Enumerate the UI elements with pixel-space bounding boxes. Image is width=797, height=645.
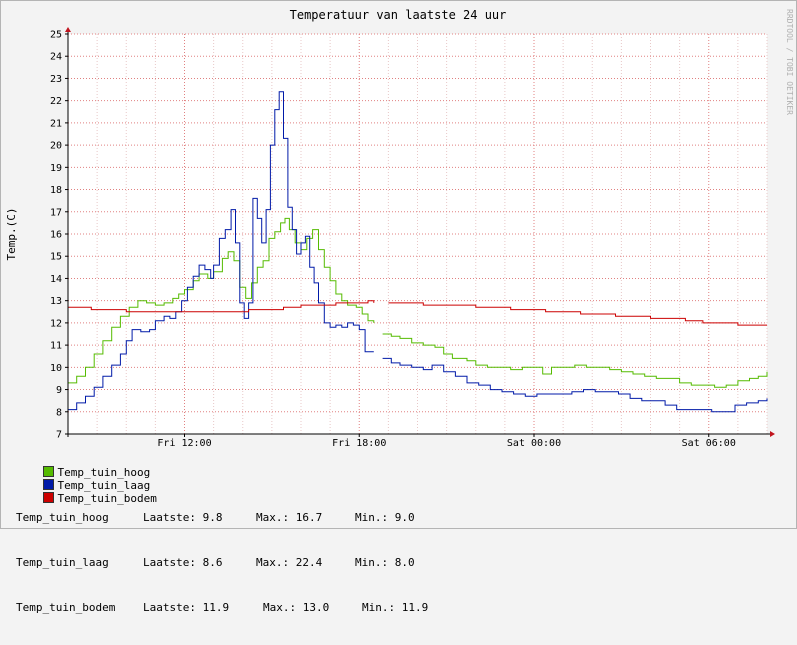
y-tick-label: 11: [50, 341, 62, 352]
stats-row-hoog: Temp_tuin_hoog Laatste: 9.8 Max.: 16.7 Min.…: [16, 510, 428, 525]
stat-name: Temp_tuin_hoog: [16, 511, 109, 524]
stat-name: Temp_tuin_bodem: [16, 601, 116, 614]
y-tick-label: 23: [50, 74, 62, 85]
y-tick-label: 18: [50, 185, 62, 196]
y-tick-label: 8: [56, 407, 62, 418]
series-line-Temp_tuin_hoog: [382, 333, 768, 388]
stat-max: Max.: 22.4: [256, 556, 323, 569]
y-tick-label: 20: [50, 141, 62, 152]
legend-swatch-hoog: [42, 466, 54, 477]
y-tick-label: 15: [50, 252, 62, 263]
y-tick-label: 19: [50, 163, 62, 174]
stats-row-laag: Temp_tuin_laag Laatste: 8.6 Max.: 22.4 Min.…: [16, 555, 428, 570]
legend-label: Temp_tuin_bodem: [57, 492, 157, 505]
legend: Temp_tuin_hoog Temp_tuin_laag Temp_tuin_…: [16, 453, 167, 518]
stat-max: Max.: 16.7: [256, 511, 323, 524]
x-tick-label: Fri 12:00: [157, 438, 211, 446]
y-axis-label: Temp.(C): [5, 208, 18, 261]
y-tick-label: 17: [50, 207, 62, 218]
tick-labels: 7 8 9 10 11 12 13 14 15 16 17 18 19 20 21 22 23 24 25 Fri 1…: [50, 30, 736, 450]
legend-item-bodem: Temp_tuin_bodem: [42, 492, 157, 505]
legend-label: Temp_tuin_hoog: [57, 466, 151, 479]
stat-name: Temp_tuin_laag: [16, 556, 109, 569]
temperature-chart: Temperatuur van laatste 24 uur Temp.(C) …: [5, 8, 794, 450]
stat-min: Min.: 11.9: [362, 601, 429, 614]
y-tick-label: 24: [50, 52, 62, 63]
chart-title: Temperatuur van laatste 24 uur: [290, 8, 507, 22]
stats-row-bodem: Temp_tuin_bodem Laatste: 11.9 Max.: 13.0 Mi…: [16, 600, 428, 615]
y-tick-label: 9: [56, 385, 62, 396]
y-tick-label: 7: [56, 430, 62, 441]
y-tick-label: 16: [50, 230, 62, 241]
y-axis-arrow: [65, 27, 71, 32]
series-layer: [68, 91, 768, 413]
chart-frame: Temperatuur van laatste 24 uur Temp.(C) …: [0, 0, 797, 614]
series-line-Temp_tuin_laag: [68, 91, 374, 411]
y-tick-label: 10: [50, 363, 62, 374]
x-tick-label: Sat 00:00: [507, 438, 561, 446]
axes: [65, 27, 775, 437]
y-tick-label: 12: [50, 318, 62, 329]
y-tick-label: 13: [50, 296, 62, 307]
series-line-Temp_tuin_bodem: [388, 302, 767, 326]
stat-min: Min.: 9.0: [355, 511, 415, 524]
watermark: RRDTOOL / TOBI OETIKER: [785, 9, 794, 115]
series-line-Temp_tuin_bodem: [68, 300, 375, 313]
x-tick-label: Sat 06:00: [682, 438, 736, 446]
series-line-Temp_tuin_hoog: [68, 217, 375, 384]
series-line-Temp_tuin_laag: [382, 357, 768, 413]
stat-last: Laatste: 11.9: [143, 601, 230, 614]
legend-item-hoog: Temp_tuin_hoog: [42, 466, 151, 479]
stat-min: Min.: 8.0: [355, 556, 415, 569]
y-tick-label: 22: [50, 96, 62, 107]
legend-label: Temp_tuin_laag: [57, 479, 151, 492]
legend-swatch-laag: [42, 479, 54, 490]
x-tick-label: Fri 18:00: [332, 438, 386, 446]
stats-table: Temp_tuin_hoog Laatste: 9.8 Max.: 16.7 Min.…: [16, 480, 428, 645]
y-tick-label: 21: [50, 118, 62, 129]
x-axis-arrow: [770, 431, 775, 437]
legend-item-laag: Temp_tuin_laag: [42, 479, 151, 492]
stat-last: Laatste: 9.8: [143, 511, 223, 524]
y-tick-label: 14: [50, 274, 62, 285]
stat-max: Max.: 13.0: [263, 601, 330, 614]
y-tick-label: 25: [50, 30, 62, 41]
stat-last: Laatste: 8.6: [143, 556, 223, 569]
legend-swatch-bodem: [42, 492, 54, 503]
